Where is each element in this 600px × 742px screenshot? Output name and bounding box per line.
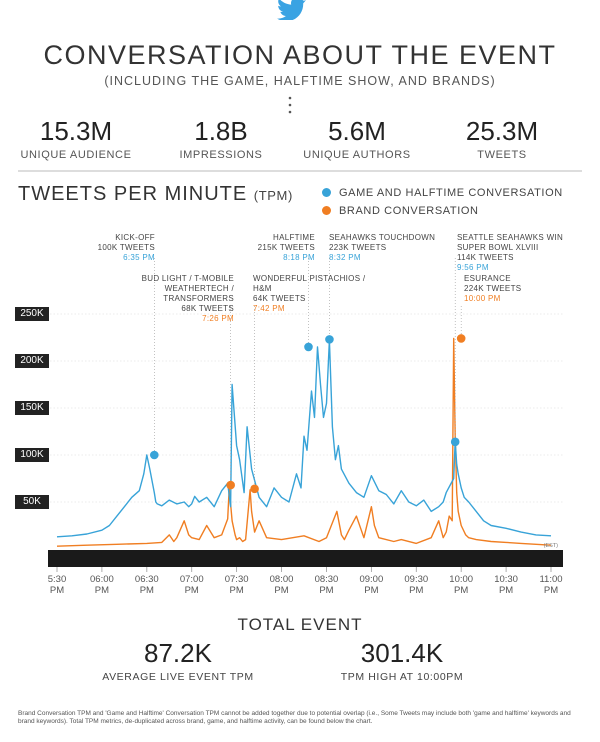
x-tick-label: 07:30 PM	[224, 574, 249, 596]
annotation-line: 68K TWEETS	[181, 304, 234, 313]
annotation-line: 215K TWEETS	[257, 243, 315, 252]
x-tick-label: 10:30 PM	[494, 574, 518, 596]
legend-item-game: GAME AND HALFTIME CONVERSATION	[322, 187, 563, 199]
series-line	[56, 339, 552, 538]
annotation-marker	[456, 334, 466, 343]
stat-unique-audience: 15.3M UNIQUE AUDIENCE	[6, 116, 146, 161]
annotation-line: 224K TWEETS	[464, 284, 522, 293]
y-tick-label: 100K	[15, 448, 49, 462]
y-tick-label: 50K	[15, 495, 49, 509]
total-event-title: TOTAL EVENT	[237, 615, 363, 634]
x-tick-label: 09:00 PM	[359, 574, 384, 596]
section-divider	[18, 170, 582, 172]
annotation-line: WONDERFUL PISTACHIOS / H&M	[253, 274, 366, 293]
x-tick-label: 08:00 PM	[269, 574, 294, 596]
x-tick-label: 08:30 PM	[314, 574, 339, 596]
total-value: 301.4K	[360, 638, 444, 668]
annotation-esurance: ESURANCE 224K TWEETS 10:00 PM	[464, 274, 564, 304]
x-tick-label: 09:30 PM	[404, 574, 429, 596]
annotation-line: 64K TWEETS	[253, 294, 306, 303]
annotation-time: 9:56 PM	[457, 263, 489, 272]
annotation-pistachios: WONDERFUL PISTACHIOS / H&M 64K TWEETS 7:…	[253, 274, 383, 314]
stat-label: TWEETS	[477, 149, 527, 161]
annotation-time: 8:32 PM	[329, 253, 361, 262]
annotation-marker	[304, 342, 313, 352]
tpm-line-chart: (EST)	[48, 258, 563, 572]
y-tick-label: 200K	[15, 354, 49, 368]
annotation-time: 8:18 PM	[283, 253, 315, 262]
annotation-seahawks-win: SEATTLE SEAHAWKS WIN SUPER BOWL XLVIII 1…	[457, 233, 567, 273]
total-label: TPM HIGH AT 10:00PM	[340, 671, 464, 683]
annotation-time: 7:42 PM	[253, 304, 285, 313]
total-tpm-high: 301.4K TPM HIGH AT 10:00PM	[292, 638, 512, 683]
legend-label: BRAND CONVERSATION	[339, 205, 479, 217]
y-tick-label: 150K	[15, 401, 49, 415]
stat-value: 1.8B	[194, 116, 248, 146]
chart-title: TWEETS PER MINUTE (TPM)	[18, 183, 293, 206]
footnote: Brand Conversation TPM and 'Game and Hal…	[18, 710, 571, 725]
chart-title-suffix: (TPM)	[253, 188, 293, 203]
page-subtitle: (INCLUDING THE GAME, HALFTIME SHOW, AND …	[104, 74, 496, 88]
annotation-line: WEATHERTECH / TRANSFORMERS	[163, 284, 234, 303]
stat-value: 5.6M	[328, 116, 386, 146]
x-tick-label: 06:00 PM	[90, 574, 114, 596]
annotation-time: 6:35 PM	[123, 253, 155, 262]
stat-label: UNIQUE AUDIENCE	[20, 149, 132, 161]
legend-dot-blue	[322, 188, 331, 197]
annotation-line: SEATTLE SEAHAWKS WIN	[457, 233, 564, 242]
annotation-line: SEAHAWKS TOUCHDOWN	[329, 233, 436, 242]
annotation-line: ESURANCE	[464, 274, 511, 283]
legend-dot-orange	[322, 206, 331, 215]
stat-label: IMPRESSIONS	[179, 149, 263, 161]
stat-value: 15.3M	[39, 116, 113, 146]
annotation-marker	[250, 484, 259, 494]
separator-dots	[288, 96, 292, 114]
annotation-line: SUPER BOWL XLVIII	[457, 243, 539, 252]
legend-item-brand: BRAND CONVERSATION	[322, 205, 479, 217]
annotation-marker	[325, 335, 334, 344]
annotation-line: BUD LIGHT / T-MOBILE	[141, 274, 234, 283]
total-value: 87.2K	[144, 638, 212, 668]
page-title: CONVERSATION ABOUT THE EVENT	[43, 40, 557, 70]
x-tick-label: 5:30 PM	[47, 574, 67, 596]
legend-label: GAME AND HALFTIME CONVERSATION	[339, 187, 563, 199]
annotation-marker	[450, 437, 460, 447]
x-tick-label: 10:00 PM	[449, 574, 474, 596]
annotation-halftime: HALFTIME 215K TWEETS 8:18 PM	[240, 233, 315, 263]
annotation-line: HALFTIME	[273, 233, 315, 242]
x-tick-label: 11:00 PM	[539, 574, 563, 596]
twitter-bird-logo	[277, 0, 306, 20]
annotation-line: 100K TWEETS	[97, 243, 155, 252]
y-tick-label: 250K	[15, 307, 49, 321]
annotation-line: 114K TWEETS	[457, 253, 514, 262]
stat-value: 25.3M	[465, 116, 539, 146]
chart-baseline-bar	[48, 550, 563, 567]
total-label: AVERAGE LIVE EVENT TPM	[102, 671, 254, 683]
x-tick-label: 06:30 PM	[134, 574, 159, 596]
annotation-time: 7:26 PM	[202, 314, 234, 323]
stat-label: UNIQUE AUTHORS	[303, 149, 411, 161]
stat-tweets: 25.3M TWEETS	[432, 116, 572, 161]
stat-unique-authors: 5.6M UNIQUE AUTHORS	[287, 116, 427, 161]
total-average-tpm: 87.2K AVERAGE LIVE EVENT TPM	[68, 638, 288, 683]
timezone-label: (EST)	[544, 543, 559, 549]
annotation-seahawks-touchdown: SEAHAWKS TOUCHDOWN 223K TWEETS 8:32 PM	[329, 233, 439, 263]
stat-impressions: 1.8B IMPRESSIONS	[151, 116, 291, 161]
annotation-time: 10:00 PM	[464, 294, 501, 303]
x-tick-label: 07:00 PM	[179, 574, 204, 596]
annotation-line: 223K TWEETS	[329, 243, 387, 252]
annotation-marker	[226, 480, 235, 490]
annotation-bud-light: BUD LIGHT / T-MOBILE WEATHERTECH / TRANS…	[110, 274, 234, 324]
annotation-kickoff: KICK-OFF 100K TWEETS 6:35 PM	[80, 233, 155, 263]
series-line	[56, 337, 552, 547]
annotation-marker	[150, 450, 159, 460]
chart-title-text: TWEETS PER MINUTE	[18, 183, 248, 205]
annotation-line: KICK-OFF	[115, 233, 155, 242]
